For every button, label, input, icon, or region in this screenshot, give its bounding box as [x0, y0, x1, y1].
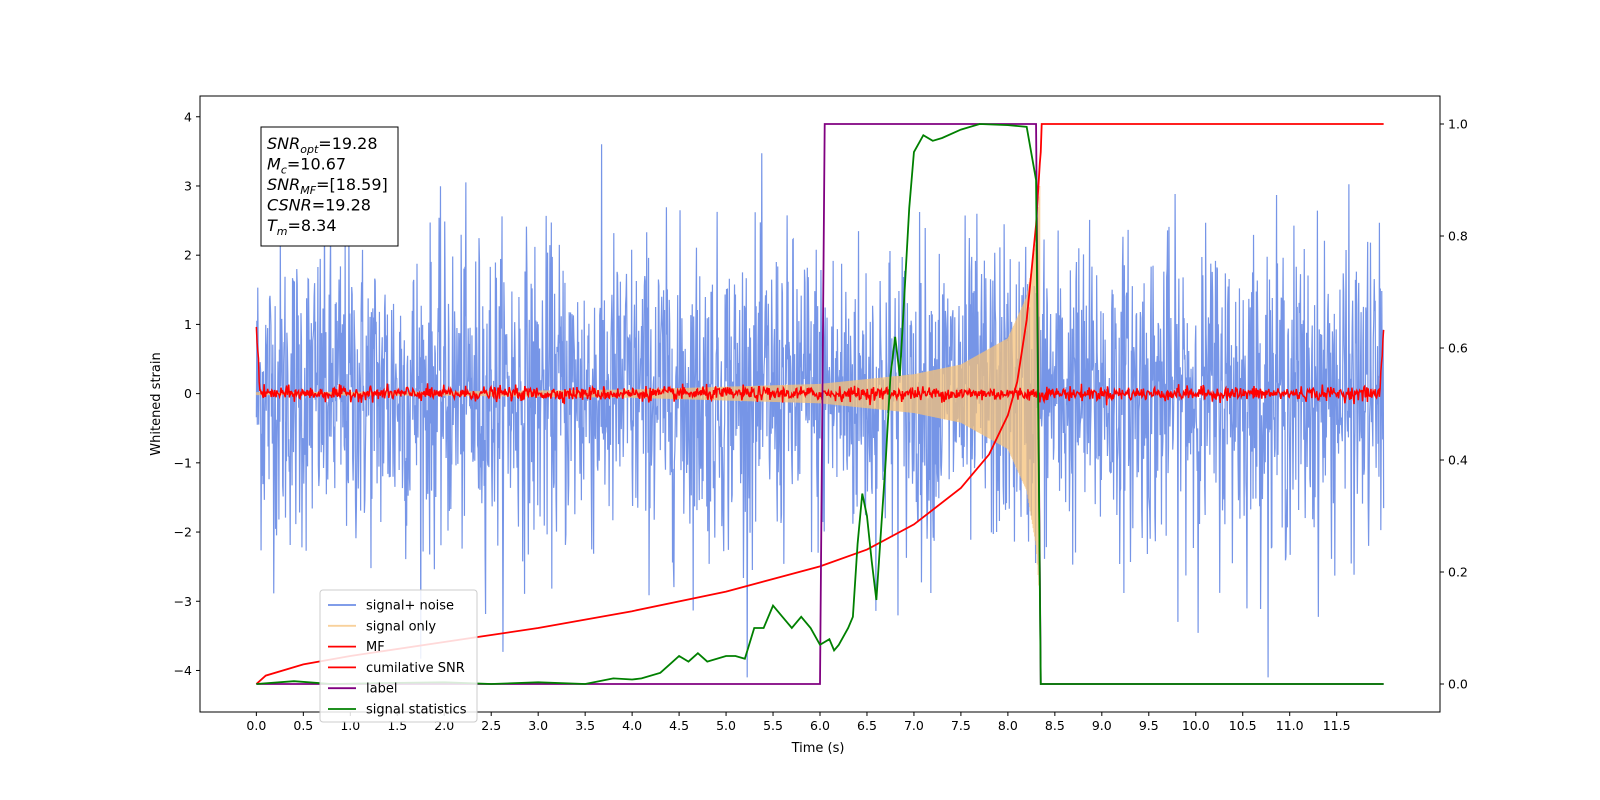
y-tick-label: −1: [174, 455, 192, 470]
stats-line: CSNR=19.28: [267, 196, 371, 215]
x-tick-label: 6.5: [857, 718, 877, 733]
y-tick-label: 2: [184, 248, 192, 263]
y2-tick-label: 0.8: [1448, 229, 1468, 244]
x-tick-label: 11.5: [1323, 718, 1351, 733]
series-mf: [255, 326, 1385, 406]
x-tick-label: 9.0: [1092, 718, 1112, 733]
x-tick-label: 5.0: [716, 718, 736, 733]
x-tick-label: 8.0: [998, 718, 1018, 733]
x-tick-label: 2.5: [481, 718, 501, 733]
x-tick-label: 4.5: [669, 718, 689, 733]
y-tick-label: −4: [174, 663, 192, 678]
series-signal-only: [255, 185, 1041, 597]
x-tick-label: 9.5: [1139, 718, 1159, 733]
x-tick-label: 5.5: [763, 718, 783, 733]
y-tick-label: 1: [184, 317, 192, 332]
x-tick-label: 11.0: [1276, 718, 1304, 733]
x-tick-label: 0.5: [293, 718, 313, 733]
y-tick-label: −3: [174, 594, 192, 609]
legend-frame: [319, 589, 478, 723]
legend-entry-label: signal+ noise: [366, 599, 454, 614]
series-signal-statistics: [256, 123, 1384, 685]
y-axis-left: −4 −3 −2 −1 0 1 2 3 4: [174, 109, 200, 678]
x-tick-label: 8.5: [1045, 718, 1065, 733]
series-signal-noise: [255, 144, 1385, 678]
y2-tick-label: 0.6: [1448, 341, 1468, 356]
y-axis-right: 0.0 0.2 0.4 0.6 0.8 1.0: [1440, 117, 1468, 692]
y-tick-label: 0: [184, 386, 192, 401]
x-axis-label: Time (s): [791, 741, 845, 756]
y-tick-label: −2: [174, 525, 192, 540]
y-axis-label: Whitened strain: [149, 352, 164, 455]
stats-line: Tm=8.34: [267, 216, 337, 238]
y-tick-label: 3: [184, 178, 192, 193]
x-tick-label: 10.5: [1229, 718, 1257, 733]
y-tick-label: 4: [184, 109, 192, 124]
legend: signal+ noise signal only MF cumilative SNR…: [319, 589, 478, 723]
legend-entry-label: signal statistics: [366, 703, 467, 718]
stats-annotation-box: SNRopt=19.28Mc=10.67SNRMF=[18.59]CSNR=19…: [260, 126, 399, 247]
stats-line: SNRopt=19.28: [267, 134, 378, 156]
legend-entry-label: cumilative SNR: [366, 661, 465, 676]
y2-tick-label: 0.4: [1448, 453, 1468, 468]
x-tick-label: 6.0: [810, 718, 830, 733]
legend-entry-label: MF: [366, 640, 385, 655]
y2-tick-label: 0.2: [1448, 565, 1468, 580]
legend-entry-label: signal only: [366, 619, 436, 634]
legend-entry-label: label: [366, 682, 397, 697]
y2-tick-label: 1.0: [1448, 117, 1468, 132]
stats-box-frame: [260, 126, 399, 247]
x-tick-label: 10.0: [1182, 718, 1210, 733]
stats-line: Mc=10.67: [267, 155, 346, 177]
x-tick-label: 7.5: [951, 718, 971, 733]
stats-line: SNRMF=[18.59]: [267, 175, 388, 197]
y2-tick-label: 0.0: [1448, 677, 1468, 692]
x-tick-label: 3.5: [575, 718, 595, 733]
x-tick-label: 0.0: [246, 718, 266, 733]
x-tick-label: 7.0: [904, 718, 924, 733]
x-tick-label: 3.0: [528, 718, 548, 733]
x-tick-label: 4.0: [622, 718, 642, 733]
